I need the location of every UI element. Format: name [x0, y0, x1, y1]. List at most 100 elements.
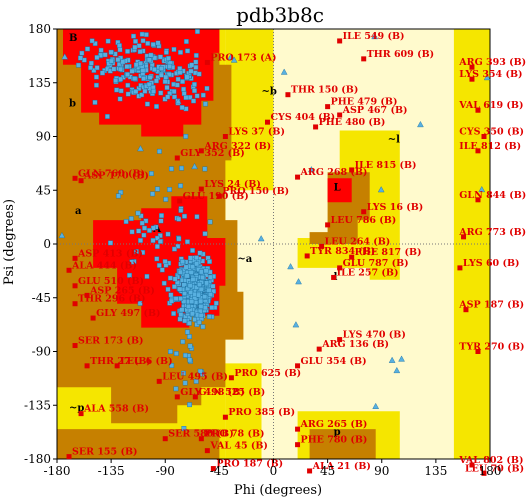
residue-point	[194, 93, 200, 99]
residue-label: GLN 844 (B)	[459, 190, 526, 201]
residue-point	[169, 298, 174, 304]
residue-point	[92, 99, 98, 105]
residue-label: ILE 812 (B)	[459, 141, 521, 152]
x-tick-label: -180	[44, 464, 71, 478]
outlier-marker	[72, 283, 78, 289]
residue-point	[138, 238, 143, 243]
glycine-point	[137, 145, 144, 152]
outlier-marker	[192, 394, 198, 400]
residue-point	[177, 316, 183, 322]
residue-point	[186, 320, 192, 326]
residue-point	[117, 43, 122, 49]
residue-point	[113, 78, 119, 83]
residue-point	[155, 186, 160, 192]
outlier-marker	[72, 343, 78, 349]
residue-point	[175, 76, 181, 82]
residue-label: PRO 173 (A)	[210, 52, 276, 63]
residue-point	[166, 55, 171, 61]
outlier-marker	[264, 119, 270, 125]
residue-point	[182, 318, 188, 324]
residue-point	[162, 79, 168, 85]
residue-point	[164, 85, 170, 90]
residue-point	[174, 82, 180, 88]
residue-point	[117, 47, 123, 53]
residue-point	[187, 334, 192, 339]
residue-point	[165, 286, 171, 292]
residue-point	[138, 213, 144, 219]
outlier-marker	[216, 193, 222, 199]
residue-label: LEU 495 (B)	[162, 371, 228, 382]
residue-label: LEU 786 (B)	[331, 215, 397, 226]
residue-point	[142, 88, 148, 94]
region-label: A	[152, 224, 161, 235]
residue-point	[189, 299, 195, 304]
residue-point	[131, 33, 136, 39]
y-tick-label: -90	[32, 345, 51, 359]
residue-point	[89, 38, 95, 44]
residue-label: GLU 787 (B)	[343, 258, 409, 269]
residue-point	[171, 311, 177, 316]
residue-point	[207, 219, 213, 225]
residue-point	[93, 82, 99, 88]
residue-point	[76, 62, 81, 68]
residue-point	[178, 49, 183, 55]
residue-point	[189, 62, 195, 68]
residue-label: ARG 322 (B)	[203, 141, 271, 152]
residue-point	[181, 426, 187, 431]
x-tick-label: 45	[320, 464, 335, 478]
residue-point	[144, 273, 150, 279]
residue-point	[152, 55, 158, 61]
x-tick-label: 135	[424, 464, 447, 478]
residue-point	[125, 82, 131, 88]
outlier-marker	[313, 124, 319, 130]
allowed-region	[309, 172, 370, 244]
residue-point	[177, 286, 183, 292]
residue-point	[200, 92, 206, 98]
outlier-marker	[162, 436, 168, 442]
residue-point	[197, 250, 203, 256]
residue-point	[118, 88, 124, 94]
residue-point	[182, 291, 188, 296]
region-label: B	[69, 33, 77, 44]
residue-point	[196, 292, 201, 298]
residue-label: ALA 444 (B)	[71, 260, 137, 271]
outlier-marker	[361, 56, 367, 62]
residue-point	[194, 214, 200, 220]
outlier-marker	[295, 363, 301, 369]
outlier-marker	[174, 394, 180, 400]
residue-point	[172, 276, 178, 282]
residue-label: PHE 479 (B)	[331, 97, 398, 108]
residue-label: TYR 834 (B)	[310, 246, 375, 257]
residue-point	[196, 71, 202, 77]
outlier-marker	[337, 337, 343, 343]
glycine-point	[417, 120, 424, 128]
residue-point	[185, 329, 190, 335]
residue-point	[142, 225, 147, 231]
residue-point	[154, 104, 159, 109]
outlier-marker	[285, 92, 291, 98]
outlier-marker	[156, 378, 162, 384]
outlier-marker	[222, 414, 228, 420]
residue-point	[154, 235, 160, 241]
residue-point	[133, 89, 139, 94]
residue-point	[187, 343, 193, 349]
outlier-marker	[475, 349, 481, 354]
residue-point	[175, 243, 181, 249]
residue-label: ASP 187 (B)	[458, 300, 524, 311]
residue-label: CYS 350 (B)	[459, 127, 524, 138]
residue-point	[202, 166, 208, 172]
glycine-point	[230, 56, 238, 63]
residue-label: PRO 625 (B)	[234, 368, 301, 379]
residue-point	[171, 89, 177, 94]
residue-point	[88, 60, 94, 66]
allowed-region	[309, 429, 376, 459]
residue-point	[123, 219, 129, 224]
outlier-marker	[475, 107, 481, 113]
residue-point	[190, 276, 196, 282]
outlier-marker	[319, 243, 325, 249]
residue-point	[193, 64, 199, 70]
residue-point	[132, 44, 138, 50]
residue-label: PRO 150 (B)	[222, 186, 289, 197]
x-tick-label: -90	[156, 464, 175, 478]
residue-point	[153, 78, 159, 84]
